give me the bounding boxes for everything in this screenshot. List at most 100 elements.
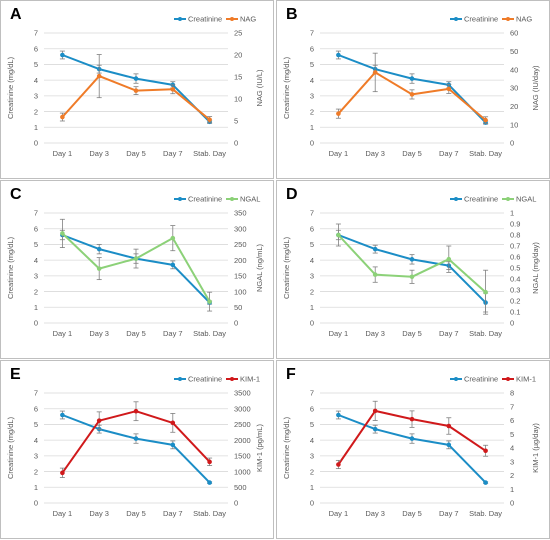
chart-c-ytick-right: 100: [234, 287, 247, 296]
chart-e-series-creatinine-line: [62, 414, 211, 484]
chart-e-series-kim-1-point: [96, 418, 102, 423]
chart-panel-c: C 0 1 2 3 4 5 6 7 0 50 100 150 200 250 300 350 Day 1 Day 3…: [0, 180, 274, 359]
chart-b-ytick-left: 0: [310, 139, 314, 148]
chart-f-xtick: Stab. Day: [469, 509, 502, 518]
chart-a-ytick-left: 2: [34, 107, 38, 116]
chart-c-ytick-right: 150: [234, 272, 247, 281]
chart-f-ytick-left: 5: [310, 420, 314, 429]
chart-b-legend-marker: [506, 17, 510, 21]
chart-svg-f: F 0 1 2 3 4 5 6 7 0 1 2 3 4 5 6 7 8 Day 1 Day 3 Day 5 Day 7 St…: [276, 360, 550, 539]
chart-a-xtick: Stab. Day: [193, 149, 226, 158]
chart-e-ytick-left: 0: [34, 499, 38, 508]
chart-c-ytick-left: 6: [34, 224, 38, 233]
chart-a-xtick: Day 3: [89, 149, 109, 158]
chart-e-frame: [0, 360, 274, 539]
chart-e-series-kim-1-point: [170, 420, 176, 426]
chart-a-ytick-left: 1: [34, 123, 38, 132]
chart-c-ytick-right: 50: [234, 303, 242, 312]
chart-b-ytick-right: 60: [510, 29, 518, 38]
chart-f-ytick-left: 4: [310, 436, 314, 445]
chart-d-ytick-left: 7: [310, 209, 314, 218]
chart-c-xtick: Day 7: [163, 329, 183, 338]
chart-f-series-creatinine-point: [446, 442, 452, 448]
chart-e-xtick: Day 1: [53, 509, 73, 518]
chart-f-ytick-right: 2: [510, 471, 514, 480]
chart-f-ylabel-left: Creatinine (mg/dL): [282, 416, 291, 479]
chart-svg-a: A 0 1 2 3 4 5 6 7 0 5 10 15 20 25 Day 1 Day 3 Day 5 Day 7 S…: [0, 0, 274, 179]
chart-f-series-kim-1-point: [336, 462, 341, 467]
chart-e-xtick: Stab. Day: [193, 509, 226, 518]
chart-e-ylabel-left: Creatinine (mg/dL): [6, 416, 15, 479]
chart-a-series-creatinine-point: [60, 52, 65, 58]
chart-a-series-creatinine-point: [133, 76, 139, 81]
chart-a-legend-label: Creatinine: [188, 15, 222, 24]
chart-e-ytick-left: 1: [34, 483, 38, 492]
chart-b-ylabel-left: Creatinine (mg/dL): [282, 56, 291, 119]
chart-d-legend-label: NGAL: [516, 195, 536, 204]
chart-b-ytick-left: 7: [310, 29, 314, 38]
chart-d-ytick-right: 0.9: [510, 220, 520, 229]
chart-b-ytick-right: 50: [510, 47, 518, 56]
chart-c-series-ngal-point: [133, 256, 139, 261]
chart-f-ytick-left: 6: [310, 404, 314, 413]
chart-b-series-nag-point: [336, 111, 341, 116]
chart-d-ytick-left: 2: [310, 287, 314, 296]
chart-a-ytick-right: 25: [234, 29, 242, 38]
chart-b-ytick-right: 20: [510, 102, 518, 111]
chart-panel-d: D 0 1 2 3 4 5 6 7 0 0.1 0.2 0.3 0.4 0.5 0.6 0.7 0.8 0.9 1 Da…: [276, 180, 550, 359]
chart-d-xtick: Day 5: [402, 329, 422, 338]
chart-a-legend-label: NAG: [240, 15, 256, 24]
chart-d-xtick: Day 3: [365, 329, 385, 338]
chart-e-ytick-left: 6: [34, 404, 38, 413]
chart-a-series-nag-point: [60, 114, 65, 120]
chart-d-series-ngal-point: [483, 289, 488, 295]
chart-a-xtick: Day 1: [53, 149, 73, 158]
chart-b-ytick-left: 4: [310, 76, 314, 85]
chart-a-xtick: Day 5: [126, 149, 146, 158]
chart-d-ytick-right: 0.1: [510, 308, 520, 317]
chart-e-series-kim-1-point: [207, 459, 212, 465]
chart-f-ytick-right: 4: [510, 444, 514, 453]
chart-c-series-creatinine-line: [62, 234, 211, 304]
chart-a-ytick-left: 4: [34, 76, 38, 85]
chart-e-ytick-right: 2500: [234, 420, 251, 429]
chart-c-legend-label: NGAL: [240, 195, 260, 204]
chart-b-ytick-left: 5: [310, 60, 314, 69]
chart-a-ytick-left: 7: [34, 29, 38, 38]
chart-c-ytick-left: 3: [34, 272, 38, 281]
chart-panel-a: A 0 1 2 3 4 5 6 7 0 5 10 15 20 25 Day 1 Day 3 Day 5 Day 7 S…: [0, 0, 274, 179]
chart-d-series-creatinine-line: [338, 234, 487, 304]
chart-a-ytick-left: 5: [34, 60, 38, 69]
chart-f-ytick-left: 7: [310, 389, 314, 398]
chart-c-ytick-left: 0: [34, 319, 38, 328]
chart-c-ytick-right: 200: [234, 256, 247, 265]
chart-b-ytick-right: 40: [510, 65, 518, 74]
chart-e-legend-label: Creatinine: [188, 375, 222, 384]
chart-d-legend-marker: [454, 197, 458, 201]
chart-panel-e: E 0 1 2 3 4 5 6 7 0 500 1000 1500 2000 2500 3000 3500 Day…: [0, 360, 274, 539]
chart-e-ytick-left: 4: [34, 436, 38, 445]
chart-c-ytick-right: 300: [234, 224, 247, 233]
chart-a-ytick-right: 15: [234, 73, 242, 82]
chart-c-frame: [0, 180, 274, 359]
chart-e-xtick: Day 7: [163, 509, 183, 518]
chart-c-series-creatinine-point: [96, 246, 102, 252]
chart-a-series-nag-point: [133, 88, 139, 93]
chart-c-ytick-left: 5: [34, 240, 38, 249]
chart-c-ytick-right: 0: [234, 319, 238, 328]
chart-d-ytick-right: 0.5: [510, 264, 520, 273]
chart-d-series-ngal-point: [446, 256, 452, 262]
chart-d-series-ngal-point: [372, 272, 378, 277]
chart-c-series-ngal-point: [96, 266, 102, 271]
chart-f-xtick: Day 3: [365, 509, 385, 518]
chart-a-series-nag-point: [96, 73, 102, 79]
chart-d-letter: D: [286, 186, 298, 203]
chart-d-ytick-left: 3: [310, 272, 314, 281]
chart-f-xtick: Day 5: [402, 509, 422, 518]
chart-svg-c: C 0 1 2 3 4 5 6 7 0 50 100 150 200 250 300 350 Day 1 Day 3…: [0, 180, 274, 359]
chart-e-ytick-right: 0: [234, 499, 238, 508]
chart-f-ytick-left: 2: [310, 467, 314, 476]
chart-svg-b: B 0 1 2 3 4 5 6 7 0 10 20 30 40 50 60 Day 1 Day 3 Day 5 Day…: [276, 0, 550, 179]
chart-d-series-creatinine-point: [372, 246, 378, 252]
